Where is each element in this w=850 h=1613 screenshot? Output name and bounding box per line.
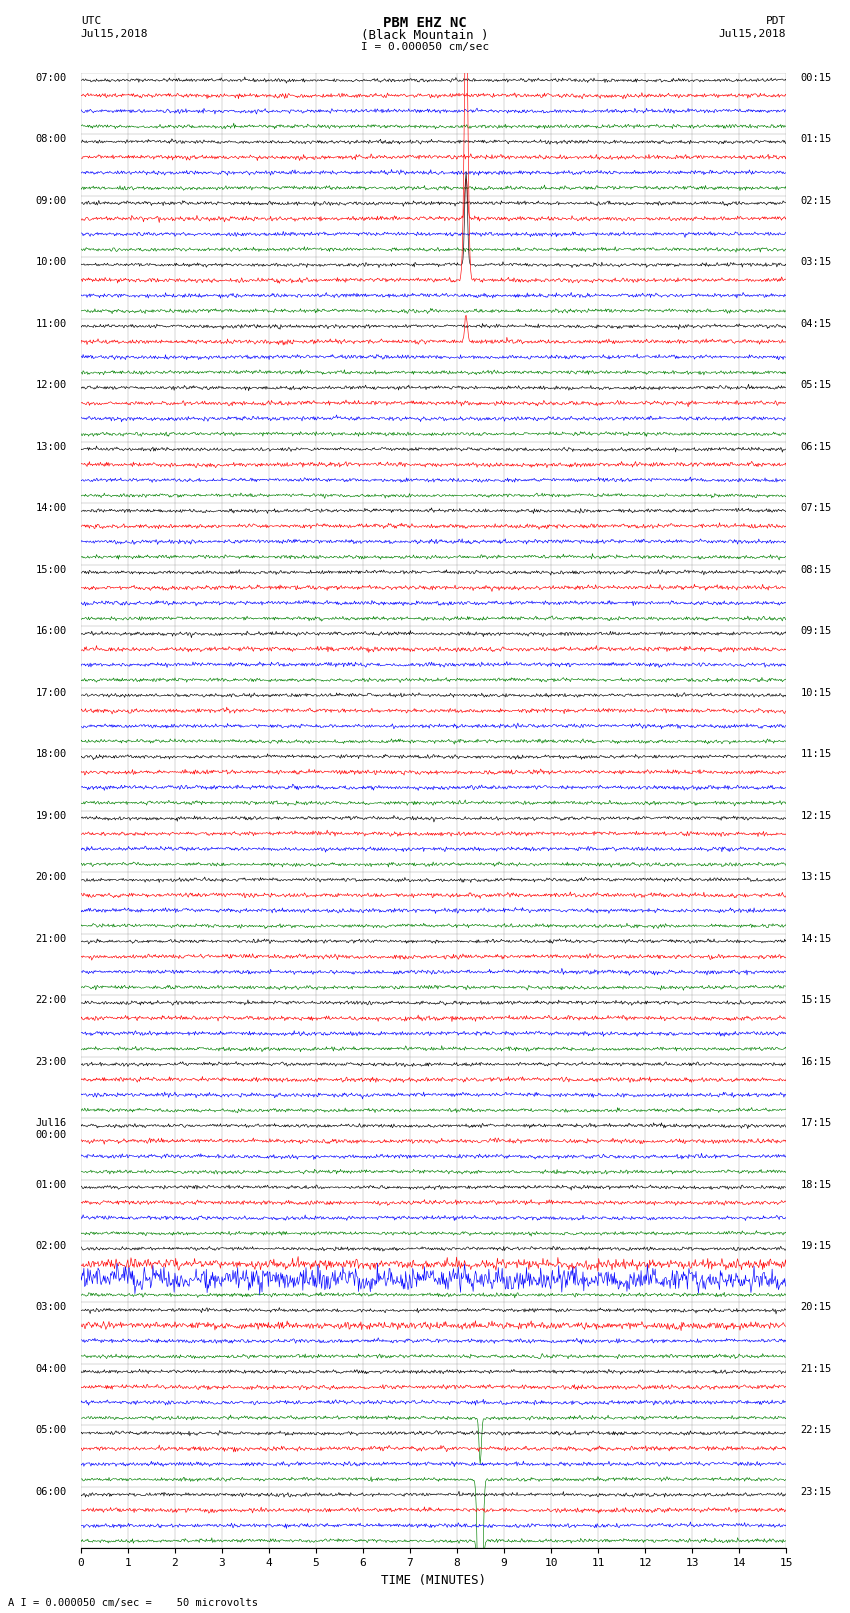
Text: 22:00: 22:00	[36, 995, 66, 1005]
Text: I = 0.000050 cm/sec: I = 0.000050 cm/sec	[361, 42, 489, 52]
Text: PDT: PDT	[766, 16, 786, 26]
Text: 16:15: 16:15	[801, 1057, 831, 1066]
Text: 11:15: 11:15	[801, 748, 831, 760]
Text: 17:00: 17:00	[36, 687, 66, 697]
Text: 12:15: 12:15	[801, 811, 831, 821]
Text: 14:15: 14:15	[801, 934, 831, 944]
Text: 13:15: 13:15	[801, 873, 831, 882]
Text: 17:15: 17:15	[801, 1118, 831, 1127]
Text: 21:15: 21:15	[801, 1365, 831, 1374]
Text: Jul15,2018: Jul15,2018	[81, 29, 148, 39]
Text: 09:15: 09:15	[801, 626, 831, 636]
Text: 06:00: 06:00	[36, 1487, 66, 1497]
Text: 15:00: 15:00	[36, 565, 66, 574]
Text: 12:00: 12:00	[36, 381, 66, 390]
Text: 22:15: 22:15	[801, 1426, 831, 1436]
Text: UTC: UTC	[81, 16, 101, 26]
Text: 08:00: 08:00	[36, 134, 66, 144]
Text: PBM EHZ NC: PBM EHZ NC	[383, 16, 467, 31]
Text: 16:00: 16:00	[36, 626, 66, 636]
Text: 18:15: 18:15	[801, 1179, 831, 1189]
Text: 23:00: 23:00	[36, 1057, 66, 1066]
Text: 10:00: 10:00	[36, 256, 66, 268]
Text: Jul16
00:00: Jul16 00:00	[36, 1118, 66, 1140]
Text: 15:15: 15:15	[801, 995, 831, 1005]
Text: 13:00: 13:00	[36, 442, 66, 452]
Text: 03:15: 03:15	[801, 256, 831, 268]
Text: 07:15: 07:15	[801, 503, 831, 513]
Text: 00:15: 00:15	[801, 73, 831, 82]
Text: 05:15: 05:15	[801, 381, 831, 390]
Text: 04:15: 04:15	[801, 319, 831, 329]
Text: 08:15: 08:15	[801, 565, 831, 574]
Text: A I = 0.000050 cm/sec =    50 microvolts: A I = 0.000050 cm/sec = 50 microvolts	[8, 1598, 258, 1608]
Text: 10:15: 10:15	[801, 687, 831, 697]
Text: 02:15: 02:15	[801, 195, 831, 205]
Text: 21:00: 21:00	[36, 934, 66, 944]
Text: 06:15: 06:15	[801, 442, 831, 452]
Text: 01:00: 01:00	[36, 1179, 66, 1189]
Text: 19:00: 19:00	[36, 811, 66, 821]
Text: 07:00: 07:00	[36, 73, 66, 82]
Text: 02:00: 02:00	[36, 1240, 66, 1252]
Text: 05:00: 05:00	[36, 1426, 66, 1436]
Text: 20:00: 20:00	[36, 873, 66, 882]
Text: 11:00: 11:00	[36, 319, 66, 329]
Text: 19:15: 19:15	[801, 1240, 831, 1252]
Text: 09:00: 09:00	[36, 195, 66, 205]
Text: 14:00: 14:00	[36, 503, 66, 513]
Text: (Black Mountain ): (Black Mountain )	[361, 29, 489, 42]
Text: 20:15: 20:15	[801, 1303, 831, 1313]
Text: 01:15: 01:15	[801, 134, 831, 144]
Text: Jul15,2018: Jul15,2018	[719, 29, 786, 39]
X-axis label: TIME (MINUTES): TIME (MINUTES)	[381, 1574, 486, 1587]
Text: 23:15: 23:15	[801, 1487, 831, 1497]
Text: 04:00: 04:00	[36, 1365, 66, 1374]
Text: 18:00: 18:00	[36, 748, 66, 760]
Text: 03:00: 03:00	[36, 1303, 66, 1313]
